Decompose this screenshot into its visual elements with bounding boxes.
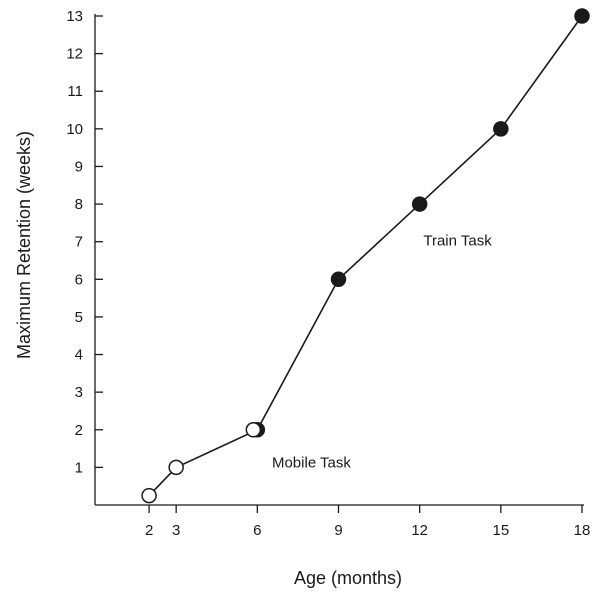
x-ticks: 2 3 6 9 12 15 18 [145, 505, 590, 539]
x-tick-label: 18 [574, 522, 591, 539]
axes [94, 14, 584, 506]
y-tick-label: 7 [75, 234, 83, 251]
annotations: Mobile Task Train Task [272, 232, 492, 471]
series-annotation: Mobile Task [272, 454, 351, 471]
x-tick-label: 12 [411, 522, 428, 539]
open-data-point [168, 459, 184, 476]
y-tick-label: 9 [75, 158, 83, 175]
x-tick-label: 6 [253, 522, 261, 539]
open-data-point [141, 487, 157, 504]
y-tick-label: 6 [75, 271, 83, 288]
y-axis-title: Maximum Retention (weeks) [14, 131, 34, 359]
filled-data-point [574, 8, 590, 24]
x-tick-label: 2 [145, 522, 153, 539]
x-tick-label: 9 [334, 522, 342, 539]
series-line [148, 15, 583, 497]
y-tick-label: 2 [75, 422, 83, 439]
series-layer [141, 8, 590, 504]
x-tick-label: 15 [492, 522, 509, 539]
y-tick-label: 13 [66, 8, 83, 25]
y-tick-label: 3 [75, 384, 83, 401]
filled-data-point [330, 271, 347, 288]
y-tick-label: 12 [66, 46, 83, 63]
y-tick-label: 10 [66, 121, 83, 138]
x-axis-title: Age (months) [294, 568, 402, 588]
y-tick-label: 8 [75, 196, 83, 213]
open-data-point [245, 422, 262, 438]
y-tick-label: 1 [75, 459, 83, 476]
series-annotation: Train Task [423, 232, 492, 249]
y-tick-label: 4 [75, 347, 83, 364]
y-tick-label: 5 [75, 309, 83, 326]
y-tick-label: 11 [67, 83, 83, 100]
filled-data-point [411, 196, 428, 212]
x-tick-label: 3 [172, 522, 180, 539]
filled-data-point [493, 121, 509, 137]
